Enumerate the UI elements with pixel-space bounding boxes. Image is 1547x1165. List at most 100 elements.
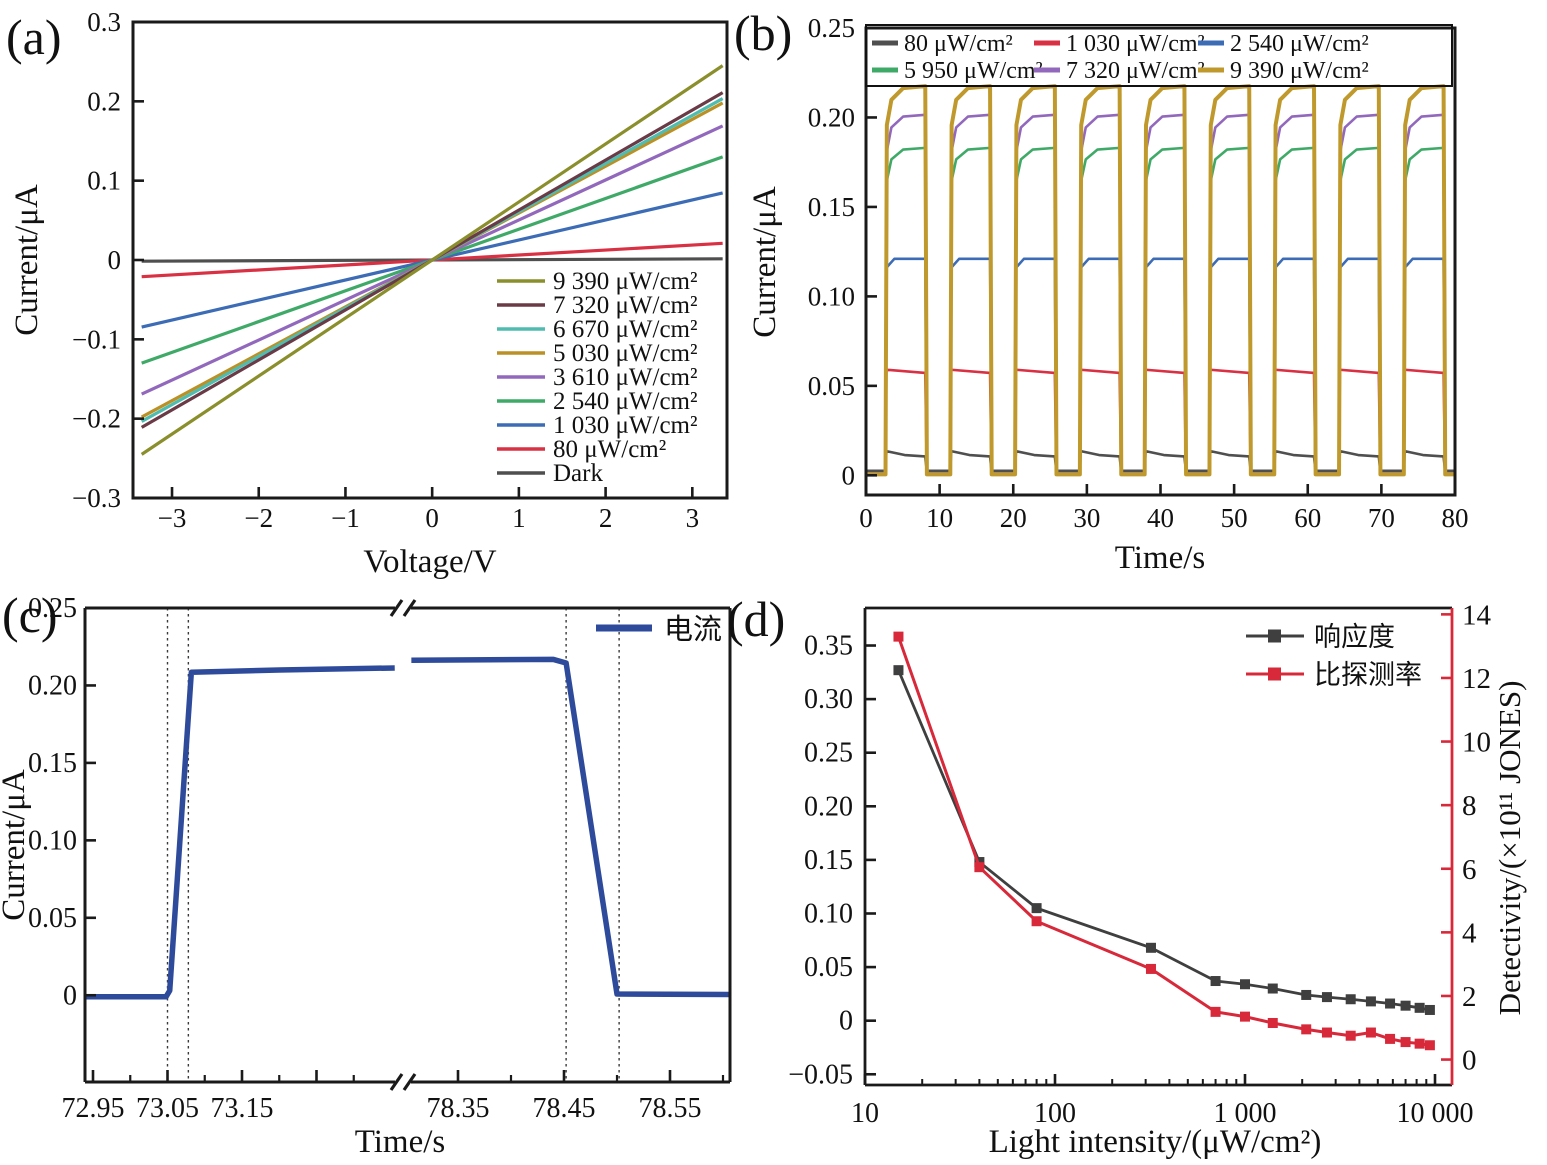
data-point-marker	[1031, 903, 1042, 914]
panel-label-c: (c)	[2, 587, 58, 643]
panel-a-series-line-0	[140, 64, 724, 456]
axis-break-mark	[402, 1073, 417, 1091]
panel-a-yaxis-title: Current/μA	[9, 184, 45, 336]
panel-d-right-ytick-label: 12	[1462, 663, 1491, 695]
panel-b-legend: 80 μW/cm² 1 030 μW/cm² 2 540 μW/cm² 5 950 μ…	[865, 24, 1453, 87]
panel-c-xtick-label: 72.95	[62, 1093, 125, 1124]
panel-b-series-line-5	[866, 84, 1455, 477]
data-point-marker	[1321, 992, 1332, 1003]
data-point-marker	[1031, 916, 1042, 927]
legend-entry-label: 2 540 μW/cm²	[553, 388, 697, 415]
legend-entry-label: 比探测率	[1314, 660, 1422, 690]
panel-a-ytick-label: −0.1	[72, 324, 121, 354]
panel-d-series-line-0	[897, 669, 1431, 1012]
panel-b-series-line-3	[866, 146, 1455, 476]
legend-entry-label: 9 390 μW/cm²	[1230, 58, 1369, 84]
panel-b-legend-entry: 9 390 μW/cm²	[1198, 58, 1369, 84]
panel-b-ytick-label: 0	[842, 460, 856, 490]
data-point-marker	[1267, 1017, 1278, 1028]
legend-entry-label: 1 030 μW/cm²	[1066, 31, 1205, 57]
panel-d-responsivity-detectivity-chart: 10 100 1 000 10 0000.350.300.250.200.150.10…	[788, 599, 1527, 1160]
panel-d-legend-entry: 比探测率	[1246, 660, 1422, 690]
panel-d-axes	[863, 606, 1454, 1087]
panel-b-legend-entry: 80 μW/cm²	[872, 31, 1013, 57]
panel-a-ytick-label: 0.3	[87, 7, 121, 37]
panel-d-right-ytick-label: 0	[1462, 1045, 1477, 1077]
panel-d-left-ytick-label: −0.05	[788, 1059, 853, 1090]
panel-a-legend-entry: 7 320 μW/cm²	[497, 292, 697, 319]
data-point-marker	[1240, 979, 1250, 990]
legend-entry-label: 电流	[664, 613, 722, 646]
data-point-marker	[1424, 1004, 1435, 1015]
legend-entry-label: 3 610 μW/cm²	[553, 364, 697, 391]
panel-b-axes-box	[864, 26, 1457, 497]
data-point-marker	[1424, 1040, 1435, 1051]
panel-d-right-ytick-label: 14	[1462, 599, 1492, 631]
panel-d-left-ytick-label: 0.05	[804, 952, 853, 983]
panel-c-ytick-label: 0.05	[28, 903, 77, 934]
panel-d-right-ytick-label: 10	[1462, 727, 1491, 759]
panel-d-right-ytick-label: 6	[1462, 854, 1477, 886]
panel-d-left-ytick-label: 0.20	[804, 791, 853, 822]
data-point-marker	[974, 857, 985, 868]
panel-b-ytick-label: 0.15	[808, 192, 855, 222]
legend-entry-label: 80 μW/cm²	[553, 436, 666, 463]
panel-c-current-line-1	[411, 656, 731, 998]
legend-entry-label: 5 950 μW/cm²	[904, 58, 1043, 84]
panel-c-yaxis-title: Current/μA	[0, 769, 32, 921]
panel-d-left-ytick-label: 0.10	[804, 898, 853, 929]
data-point-marker	[1365, 1027, 1376, 1038]
panel-c-rise-fall-chart: 72.95 73.05 73.15 78.35 78.45 78.55 0 0.05 0.10 0…	[0, 593, 732, 1160]
panel-b-xtick-label: 70	[1368, 503, 1395, 533]
panel-b-time-response-chart: 0 10 20 30 40 50 60 70 80 0 0.05 0.10 0.15 0.20 0.25 Ti…	[747, 13, 1469, 576]
panel-b-xtick-label: 40	[1147, 503, 1174, 533]
panel-c-xaxis-title: Time/s	[355, 1124, 446, 1160]
panel-c-xtick-label: 78.55	[639, 1093, 702, 1124]
data-point-marker	[974, 862, 985, 873]
data-point-marker	[1210, 976, 1221, 987]
legend-entry-label: 80 μW/cm²	[904, 31, 1013, 57]
panel-b-xtick-label: 30	[1073, 503, 1100, 533]
data-point-marker	[1365, 996, 1376, 1007]
panel-d-left-ytick-label: 0.25	[804, 738, 853, 769]
panel-a-xtick-label: 0	[425, 503, 439, 533]
panel-c-series	[84, 656, 731, 1000]
panel-b-legend-entry: 5 950 μW/cm²	[872, 58, 1043, 84]
panel-b-axis-ticks: 0 10 20 30 40 50 60 70 80 0 0.05 0.10 0.15 0.20 0.25	[808, 13, 1469, 533]
panel-d-xaxis-title: Light intensity/(μW/cm²)	[989, 1124, 1322, 1160]
panel-a-xtick-label: −2	[244, 503, 273, 533]
panel-a-ytick-label: 0	[108, 245, 122, 275]
panel-label-b: (b)	[734, 5, 792, 61]
panel-d-axis-ticks: 10 100 1 000 10 0000.350.300.250.200.150.10…	[788, 599, 1491, 1129]
data-point-marker	[1414, 1038, 1425, 1049]
data-point-marker	[893, 631, 904, 642]
panel-c-legend: 电流	[596, 613, 722, 646]
panel-a-xtick-label: 2	[599, 503, 613, 533]
panel-a-legend-entry: 6 670 μW/cm²	[497, 316, 697, 343]
panel-c-ytick-label: 0.20	[28, 670, 77, 701]
panel-c-guide-lines	[166, 608, 620, 1082]
data-point-marker	[1301, 989, 1312, 1000]
panel-b-legend-entry: 1 030 μW/cm²	[1034, 31, 1205, 57]
panel-b-xtick-label: 50	[1221, 503, 1248, 533]
legend-swatch-marker	[1268, 667, 1281, 681]
panel-a-axis-ticks: −3 −2 −1 0 1 2 3 −0.3 −0.2 −0.1 0 0.1 0.2 0.3	[72, 7, 699, 533]
panel-b-xaxis-title: Time/s	[1115, 540, 1206, 576]
panel-a-xtick-label: 1	[512, 503, 526, 533]
panel-c-xtick-label: 73.15	[211, 1093, 274, 1124]
panel-c-xtick-label: 78.35	[427, 1093, 490, 1124]
legend-entry-label: 1 030 μW/cm²	[553, 412, 697, 439]
panel-c-axis-ticks: 72.95 73.05 73.15 78.35 78.45 78.55 0 0.05 0.10 0…	[28, 593, 725, 1124]
panel-a-xtick-label: −3	[158, 503, 187, 533]
panel-b-ytick-label: 0.10	[808, 281, 855, 311]
panel-d-xtick-label: 10 000	[1397, 1098, 1474, 1129]
panel-b-series-line-1	[866, 368, 1455, 475]
panel-a-legend-entry: 1 030 μW/cm²	[497, 412, 697, 439]
panel-label-d: (d)	[727, 591, 785, 647]
panel-a-ytick-label: 0.2	[87, 86, 121, 116]
legend-entry-label: Dark	[553, 460, 603, 487]
data-point-marker	[1321, 1027, 1332, 1038]
